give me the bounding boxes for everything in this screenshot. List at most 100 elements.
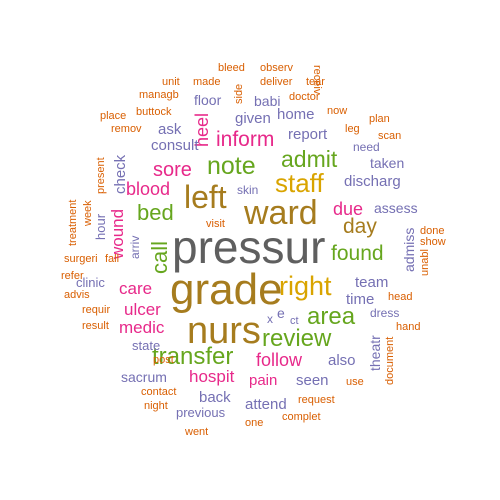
word-theatr: theatr <box>367 335 383 371</box>
word-also: also <box>328 352 356 369</box>
word-show: show <box>420 236 446 248</box>
word-sore: sore <box>153 159 192 181</box>
word-pain: pain <box>249 372 278 389</box>
word-wound: wound <box>108 208 127 259</box>
word-present: present <box>95 157 107 194</box>
word-time: time <box>346 291 375 308</box>
word-plan: plan <box>369 113 390 125</box>
word-x: x <box>267 312 273 326</box>
word-admit: admit <box>281 146 338 172</box>
word-dress: dress <box>370 306 400 320</box>
word-refer: refer <box>61 270 84 282</box>
word-pressur: pressur <box>172 221 326 273</box>
word-assess: assess <box>374 200 418 216</box>
word-check: check <box>112 154 129 194</box>
word-call: call <box>147 240 172 274</box>
word-ask: ask <box>158 121 182 138</box>
word-ct: ct <box>290 315 299 327</box>
word-right: right <box>279 271 332 301</box>
word-nurs: nurs <box>187 310 261 352</box>
word-previous: previous <box>176 405 226 420</box>
word-head: head <box>388 291 413 303</box>
word-back: back <box>199 389 231 406</box>
word-blood: blood <box>126 179 171 199</box>
word-unabl: unabl <box>419 249 431 276</box>
word-night: night <box>144 400 168 412</box>
word-observ: observ <box>260 62 294 74</box>
word-made: made <box>193 76 221 88</box>
word-visit: visit <box>206 218 225 230</box>
word-babi: babi <box>254 93 281 109</box>
word-state: state <box>132 338 161 353</box>
word-need: need <box>353 140 380 154</box>
word-attend: attend <box>245 396 287 413</box>
word-care: care <box>119 279 153 298</box>
word-e: e <box>277 305 285 321</box>
word-home: home <box>277 106 315 123</box>
word-advis: advis <box>64 289 90 301</box>
word-hand: hand <box>396 321 421 333</box>
word-bleed: bleed <box>218 62 245 74</box>
word-manag: managb <box>139 89 179 101</box>
word-week: week <box>82 200 94 226</box>
word-scan: scan <box>378 130 402 142</box>
word-request: request <box>298 394 335 406</box>
word-staff: staff <box>275 168 324 198</box>
word-found: found <box>331 242 384 265</box>
word-fall: fall <box>105 253 120 265</box>
word-deliver: deliver <box>260 76 293 88</box>
word-hour: hour <box>93 213 108 240</box>
word-ward: ward <box>244 194 318 232</box>
word-requir: requir <box>82 304 111 316</box>
word-document: document <box>384 336 396 385</box>
word-clinic: clinic <box>76 275 105 290</box>
word-bed: bed <box>137 200 174 225</box>
word-discharg: discharg <box>344 173 401 190</box>
word-remov: remov <box>111 123 142 135</box>
word-area: area <box>307 303 356 330</box>
word-seen: seen <box>296 372 329 389</box>
word-consult: consult <box>151 137 199 154</box>
word-receiv: receiv <box>311 65 323 95</box>
word-one: one <box>245 417 264 429</box>
word-medic: medic <box>119 318 165 337</box>
word-review: review <box>262 325 332 352</box>
word-team: team <box>355 274 389 291</box>
word-side: side <box>233 83 245 104</box>
word-place: place <box>100 110 127 122</box>
word-day: day <box>343 215 377 238</box>
word-due: due <box>333 199 364 219</box>
word-contact: contact <box>141 386 177 398</box>
word-leg: leg <box>345 123 360 135</box>
word-given: given <box>235 110 271 127</box>
word-now: now <box>327 105 348 117</box>
word-follow: follow <box>256 350 303 370</box>
word-arriv: arriv <box>128 235 142 259</box>
word-sacrum: sacrum <box>121 369 167 385</box>
word-doctor: doctor <box>289 91 320 103</box>
word-went: went <box>185 426 209 438</box>
word-left: left <box>184 179 227 215</box>
word-unit: unit <box>162 76 180 88</box>
word-ulcer: ulcer <box>124 300 161 319</box>
word-result: result <box>82 320 109 332</box>
word-inform: inform <box>216 128 275 151</box>
word-admiss: admiss <box>401 227 417 272</box>
word-tear: tear <box>306 76 325 88</box>
word-hospit: hospit <box>189 367 235 386</box>
word-done: done <box>420 225 445 237</box>
word-skin: skin <box>237 183 259 197</box>
word-taken: taken <box>370 155 405 171</box>
word-use: use <box>346 376 364 388</box>
word-transfer: transfer <box>152 343 234 370</box>
word-note: note <box>207 152 256 180</box>
word-grade: grade <box>170 265 283 314</box>
word-buttock: buttock <box>136 106 172 118</box>
word-complet: complet <box>282 411 321 423</box>
word-post: post <box>153 354 174 366</box>
word-treatment: treatment <box>67 199 79 246</box>
word-floor: floor <box>194 92 222 108</box>
word-report: report <box>288 126 328 143</box>
word-surgeri: surgeri <box>64 253 98 265</box>
